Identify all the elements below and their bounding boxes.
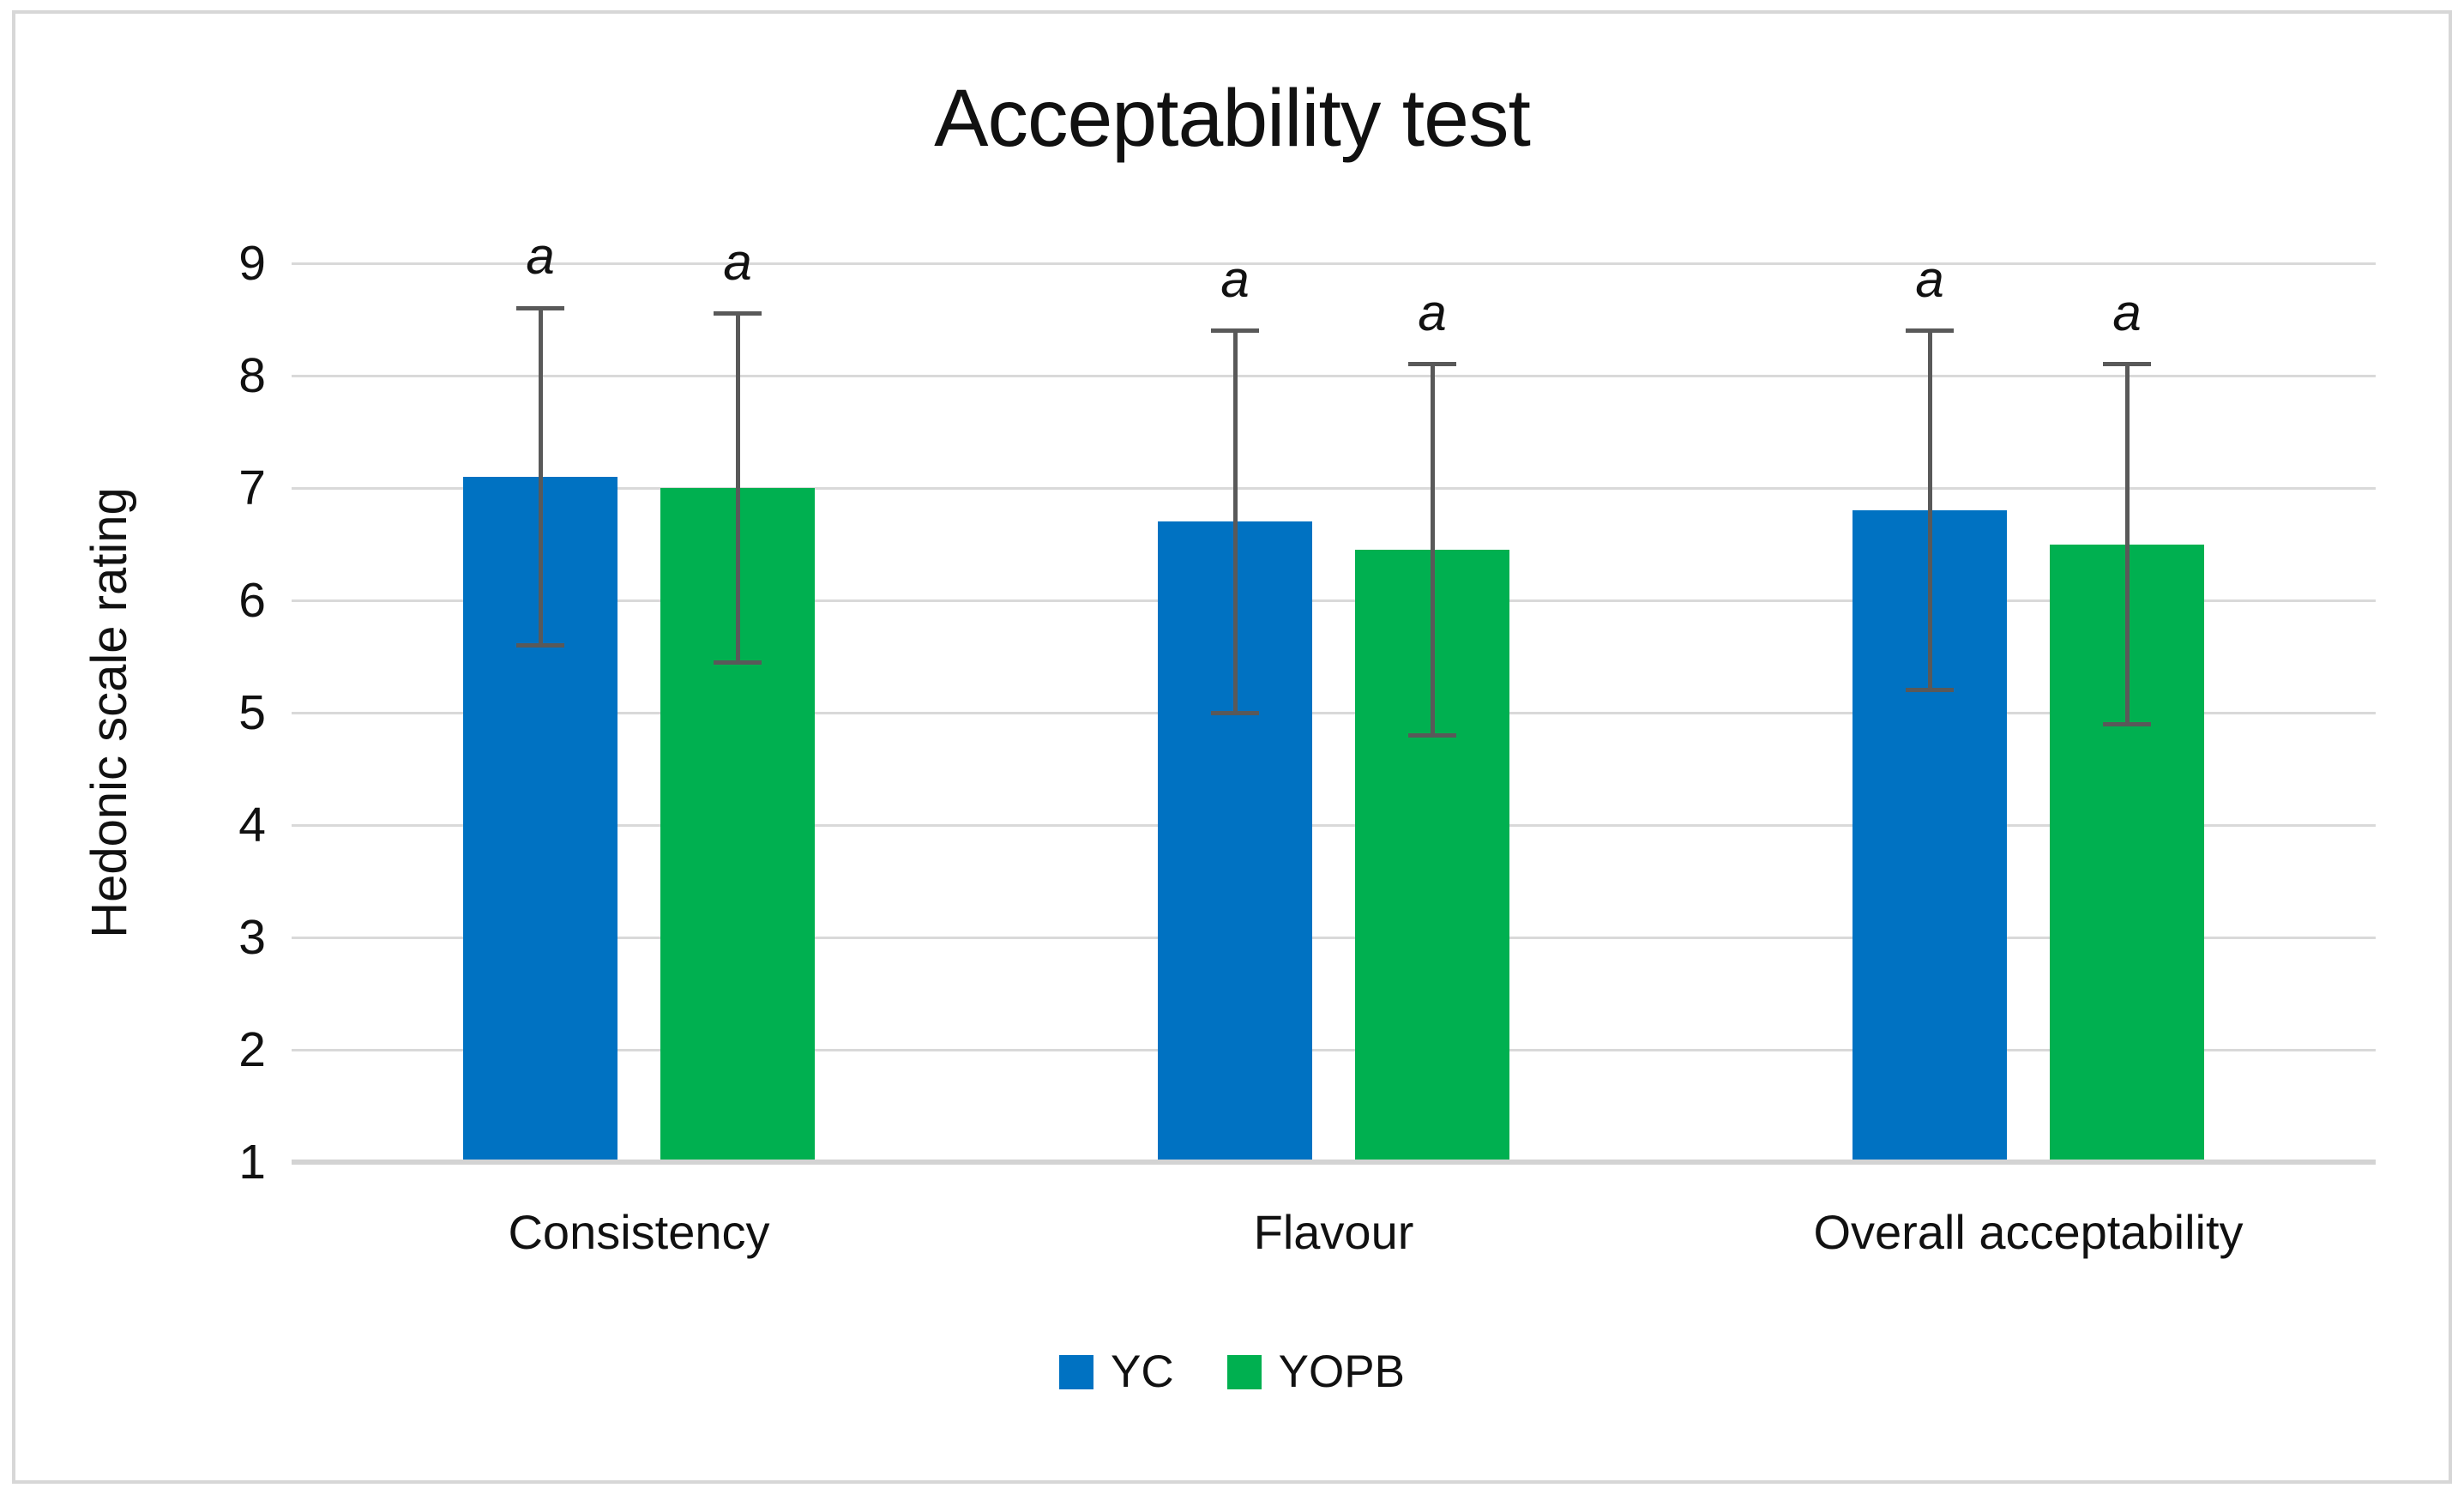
y-tick-label-9: 9 <box>238 236 266 291</box>
y-tick-label-1: 1 <box>238 1135 266 1190</box>
error-bar-YOPB-1 <box>1430 364 1435 736</box>
significance-letter-YOPB-0: a <box>723 232 752 291</box>
significance-letter-YOPB-2: a <box>2112 283 2142 341</box>
error-cap-top-YC-2 <box>1906 328 1954 334</box>
y-tick-label-4: 4 <box>238 798 266 852</box>
y-tick-label-6: 6 <box>238 573 266 628</box>
error-bar-YOPB-0 <box>735 313 740 663</box>
y-tick-label-3: 3 <box>238 910 266 965</box>
gridline-7 <box>292 486 2376 490</box>
error-cap-bottom-YOPB-0 <box>714 660 762 665</box>
gridline-9 <box>292 262 2376 265</box>
error-cap-bottom-YC-1 <box>1211 710 1259 715</box>
significance-letter-YOPB-1: a <box>1418 283 1447 341</box>
error-cap-top-YOPB-1 <box>1408 362 1456 367</box>
error-cap-bottom-YOPB-1 <box>1408 732 1456 738</box>
gridline-6 <box>292 599 2376 602</box>
error-bar-YOPB-2 <box>2124 364 2130 725</box>
error-cap-top-YC-0 <box>516 305 564 310</box>
error-cap-bottom-YOPB-2 <box>2103 721 2151 726</box>
legend-label-YOPB: YOPB <box>1278 1346 1405 1397</box>
error-cap-top-YC-1 <box>1211 328 1259 334</box>
y-tick-label-2: 2 <box>238 1022 266 1077</box>
y-tick-label-8: 8 <box>238 348 266 403</box>
significance-letter-YC-0: a <box>526 227 555 286</box>
y-tick-label-5: 5 <box>238 685 266 740</box>
gridline-8 <box>292 374 2376 377</box>
significance-letter-YC-1: a <box>1220 250 1250 308</box>
x-axis-baseline <box>292 1160 2376 1165</box>
category-label-flavour: Flavour <box>1253 1205 1414 1259</box>
error-cap-top-YOPB-0 <box>714 311 762 316</box>
chart-title: Acceptability test <box>934 73 1531 164</box>
legend: YC YOPB <box>0 1348 2464 1396</box>
legend-item-YC: YC <box>1059 1348 1174 1396</box>
legend-swatch-YOPB <box>1226 1355 1262 1389</box>
legend-label-YC: YC <box>1111 1346 1174 1397</box>
error-cap-top-YOPB-2 <box>2103 362 2151 367</box>
gridline-5 <box>292 711 2376 714</box>
legend-swatch-YC <box>1059 1355 1094 1389</box>
gridline-3 <box>292 936 2376 939</box>
error-bar-YC-0 <box>538 308 543 646</box>
gridline-4 <box>292 823 2376 827</box>
y-tick-label-7: 7 <box>238 461 266 515</box>
gridline-2 <box>292 1048 2376 1051</box>
error-cap-bottom-YC-0 <box>516 642 564 648</box>
error-bar-YC-1 <box>1232 330 1238 713</box>
legend-item-YOPB: YOPB <box>1226 1346 1405 1397</box>
error-cap-bottom-YC-2 <box>1906 688 1954 693</box>
significance-letter-YC-2: a <box>1915 250 1944 308</box>
error-bar-YC-2 <box>1927 330 1932 690</box>
category-label-overall-acceptability: Overall acceptability <box>1813 1205 2244 1259</box>
category-label-consistency: Consistency <box>508 1205 770 1259</box>
